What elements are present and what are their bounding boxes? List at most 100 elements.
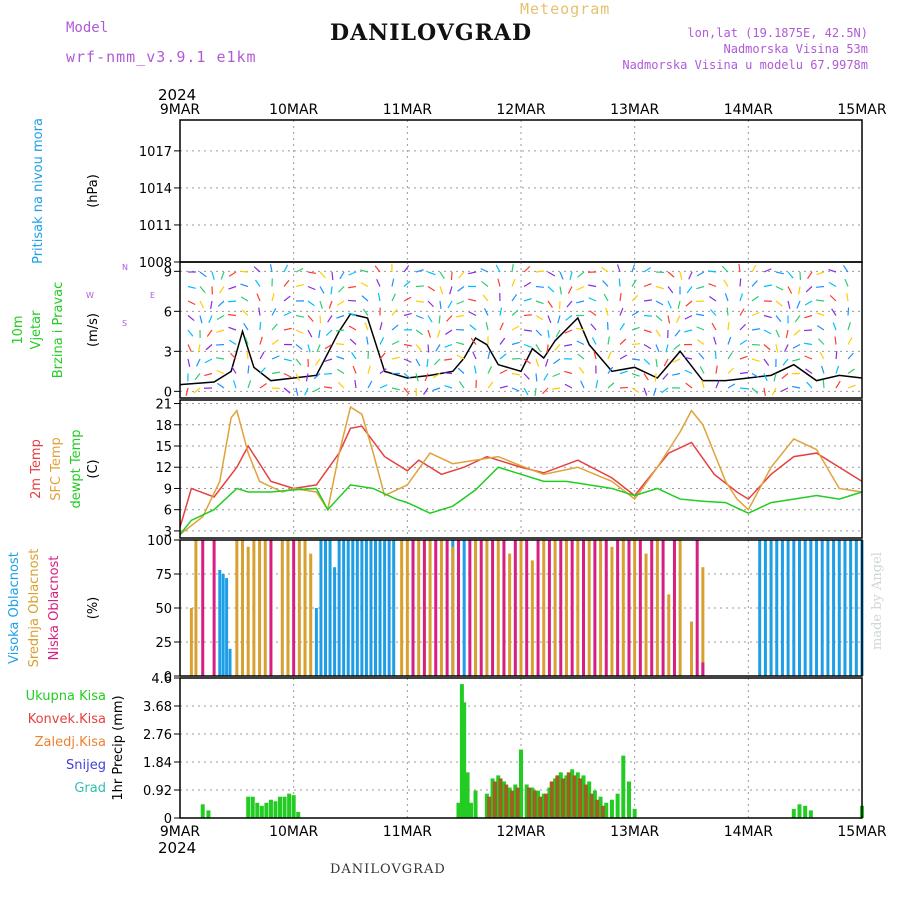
bar xyxy=(286,540,290,676)
wind-arrow xyxy=(576,340,585,346)
wind-arrow xyxy=(775,285,784,291)
wind-arrow xyxy=(784,344,789,353)
wind-arrow xyxy=(187,358,191,367)
wind-arrow xyxy=(631,326,640,331)
bar xyxy=(763,540,767,676)
wind-arrow xyxy=(239,270,249,273)
wind-arrow xyxy=(763,344,771,351)
bar xyxy=(803,540,807,676)
bar xyxy=(626,781,631,818)
wind-arrow xyxy=(751,311,760,317)
wind-arrow xyxy=(271,339,279,345)
series-line xyxy=(179,313,863,386)
bar xyxy=(259,805,264,818)
wind-arrow xyxy=(470,337,477,345)
bar xyxy=(235,540,239,676)
wind-arrow xyxy=(457,286,465,292)
wind-arrow xyxy=(588,284,597,288)
compass-east: E xyxy=(150,291,155,300)
bar xyxy=(473,790,478,818)
wind-arrow xyxy=(847,352,854,360)
wind-arrow xyxy=(443,358,453,361)
wind-arrow xyxy=(495,264,501,273)
wind-arrow xyxy=(554,344,561,351)
wind-arrow xyxy=(709,296,717,302)
bar xyxy=(189,608,193,676)
wind-arrow xyxy=(319,300,323,309)
wind-arrow xyxy=(710,309,717,316)
bar xyxy=(508,553,512,676)
lonlat-text: lon,lat (19.1875E, 42.5N) xyxy=(687,26,868,40)
x-tick-label: 10MAR xyxy=(269,102,318,118)
wind-arrow xyxy=(835,380,841,389)
wind-arrow xyxy=(553,358,561,365)
wind-arrow xyxy=(305,373,309,382)
bar xyxy=(484,793,489,818)
wind-arrow xyxy=(667,315,671,324)
wind-arrow xyxy=(834,336,837,345)
x-tick-label: 9MAR xyxy=(160,824,201,840)
y-tick-label: 1008 xyxy=(139,256,172,271)
wind-arrow xyxy=(566,300,573,308)
wind-arrow xyxy=(564,383,573,389)
bar xyxy=(292,540,296,676)
bar xyxy=(487,796,492,818)
wind-arrow xyxy=(763,358,770,366)
wind-arrow xyxy=(663,358,669,367)
wind-arrow xyxy=(232,380,237,389)
wind-arrow xyxy=(775,300,783,307)
page-title: DANILOVGRAD xyxy=(330,20,533,46)
wind-arrow xyxy=(807,271,813,279)
wind-arrow xyxy=(211,271,215,280)
wind-arrow xyxy=(259,367,266,374)
y-tick-label: 0 xyxy=(164,385,172,400)
bar xyxy=(576,540,580,676)
bar xyxy=(221,574,225,676)
bar xyxy=(422,540,426,676)
bar xyxy=(530,787,535,818)
wind-arrow xyxy=(468,311,477,317)
bar xyxy=(519,540,523,676)
wind-arrow xyxy=(619,292,622,302)
wind-arrow xyxy=(336,300,345,306)
wind-arrow xyxy=(313,373,321,380)
altitude-text: Nadmorska Visina 53m xyxy=(723,42,869,56)
y-tick-label: 100 xyxy=(147,534,172,549)
bar xyxy=(854,540,858,676)
wind-arrow xyxy=(316,344,321,353)
bar xyxy=(387,540,391,676)
wind-arrow xyxy=(763,284,772,288)
wind-arrow xyxy=(241,309,249,316)
bar xyxy=(255,802,260,818)
wind-arrow xyxy=(379,322,383,331)
panel-frame xyxy=(179,539,863,677)
wind-arrow xyxy=(655,315,663,322)
bar xyxy=(572,775,577,818)
wind-arrow xyxy=(751,358,760,362)
wind-arrow xyxy=(618,278,621,287)
wind-arrow xyxy=(424,373,429,382)
wind-arrow xyxy=(360,282,369,288)
bar xyxy=(491,540,495,676)
wind-arrow xyxy=(723,279,729,287)
wind-arrow xyxy=(216,369,225,375)
wind-arrow xyxy=(304,387,309,396)
wind-arrow xyxy=(771,387,777,396)
wind-arrow xyxy=(228,285,237,290)
meteogram-label: Meteogram xyxy=(520,0,611,18)
bar xyxy=(280,540,284,676)
wind-arrow xyxy=(330,286,333,295)
legend-entry: Konvek.Kisa xyxy=(28,712,106,727)
wind-arrow xyxy=(805,286,813,293)
wind-arrow xyxy=(307,344,311,353)
bar xyxy=(400,540,404,676)
bar xyxy=(201,540,205,676)
bar xyxy=(291,795,296,818)
wind-arrow xyxy=(727,367,735,374)
bar xyxy=(378,540,382,676)
wind-arrow xyxy=(228,326,237,331)
wind-arrow xyxy=(335,343,345,346)
wind-arrow xyxy=(675,315,681,323)
wind-arrow xyxy=(547,286,555,293)
wind-arrow xyxy=(696,326,705,331)
